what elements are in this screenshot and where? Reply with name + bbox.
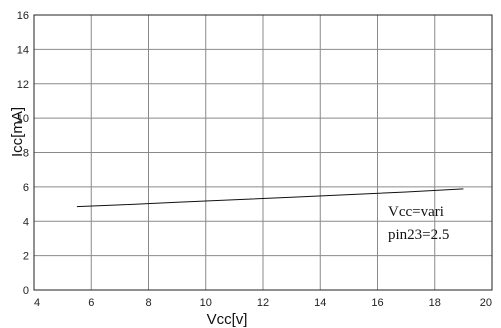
x-tick-label: 12 [257, 297, 269, 309]
y-tick-label: 12 [17, 79, 29, 91]
y-tick-label: 14 [17, 44, 29, 56]
x-tick-label: 6 [88, 297, 94, 309]
x-tick-label: 8 [145, 297, 151, 309]
y-tick-label: 0 [23, 285, 29, 297]
y-tick-label: 8 [23, 148, 29, 160]
y-tick-label: 10 [17, 113, 29, 125]
series-line [76, 188, 464, 208]
y-tick-label: 16 [17, 10, 29, 22]
series-group [76, 188, 464, 208]
x-axis-title: Vcc[v] [207, 311, 248, 328]
x-tick-label: 4 [34, 297, 40, 309]
x-tick-labels: 4 6 8 10 12 14 16 18 20 [34, 297, 492, 309]
plot-frame [33, 14, 493, 291]
y-tick-label: 4 [23, 216, 29, 228]
annotation-line-2: pin23=2.5 [388, 227, 449, 243]
y-tick-labels: 0 2 4 6 8 10 12 14 16 [17, 10, 29, 297]
x-tick-label: 14 [314, 297, 326, 309]
annotation-line-1: Vcc=vari [388, 204, 444, 220]
x-tick-label: 20 [480, 297, 492, 309]
y-tick-label: 2 [23, 251, 29, 263]
x-tick-label: 18 [429, 297, 441, 309]
x-tick-label: 16 [371, 297, 383, 309]
y-axis-title: Icc[mA] [9, 107, 26, 157]
x-tick-label: 10 [200, 297, 212, 309]
y-tick-label: 6 [23, 182, 29, 194]
